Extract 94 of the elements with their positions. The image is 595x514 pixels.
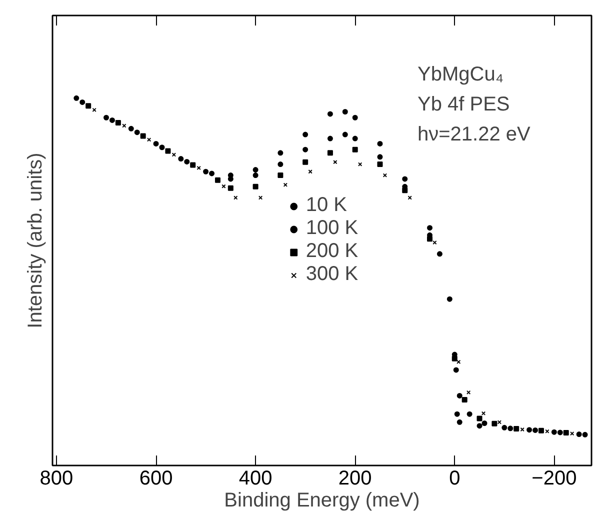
point xyxy=(576,432,582,438)
point xyxy=(582,432,588,438)
point xyxy=(342,109,348,114)
point xyxy=(427,225,432,231)
y-axis-title: Intensity (arb. units) xyxy=(24,152,46,328)
point xyxy=(408,196,412,200)
point xyxy=(492,420,498,426)
point xyxy=(252,184,258,190)
x-tick-label: 0 xyxy=(449,468,460,490)
point xyxy=(234,196,238,200)
point xyxy=(153,140,159,146)
point xyxy=(476,416,482,422)
point xyxy=(352,136,358,142)
x-tick-label: 600 xyxy=(139,468,173,490)
point xyxy=(196,166,201,170)
annotation: hν=21.22 eV xyxy=(418,124,532,146)
point xyxy=(551,429,557,435)
point xyxy=(190,162,196,168)
x-tick-label: 200 xyxy=(338,468,372,490)
legend-label: 100 K xyxy=(306,217,358,240)
x-tick-label: 400 xyxy=(238,468,272,490)
point xyxy=(302,159,308,165)
point xyxy=(222,184,226,188)
point xyxy=(278,172,284,178)
point xyxy=(104,114,109,120)
annotation: Yb 4f PES xyxy=(418,94,510,116)
point xyxy=(146,138,152,142)
point xyxy=(214,177,220,183)
x-tick-label: −200 xyxy=(532,468,577,490)
legend-label: 200 K xyxy=(306,240,358,263)
point xyxy=(327,136,333,142)
point xyxy=(203,168,209,174)
legend-label: 10 K xyxy=(306,194,348,217)
point xyxy=(446,296,452,302)
point xyxy=(466,390,471,394)
point xyxy=(327,111,333,117)
point xyxy=(178,156,184,162)
point xyxy=(436,251,442,257)
point xyxy=(252,167,258,173)
legend-label: 300 K xyxy=(306,263,358,286)
point xyxy=(476,423,482,429)
point xyxy=(302,146,308,152)
point xyxy=(278,162,284,168)
point xyxy=(508,426,514,432)
point xyxy=(342,132,348,138)
point xyxy=(514,426,520,432)
point xyxy=(74,95,80,101)
point xyxy=(526,427,532,433)
point xyxy=(532,427,538,433)
point xyxy=(462,396,468,402)
point xyxy=(502,424,508,430)
point xyxy=(402,188,408,194)
point xyxy=(109,117,115,123)
point xyxy=(184,158,190,164)
point xyxy=(453,367,459,373)
point xyxy=(134,130,140,136)
point xyxy=(402,176,408,182)
point xyxy=(122,124,126,128)
point xyxy=(377,154,383,160)
point xyxy=(466,411,472,417)
point xyxy=(128,126,134,132)
point xyxy=(209,170,215,176)
point xyxy=(452,356,458,362)
point xyxy=(352,114,358,120)
point xyxy=(278,150,284,156)
x-axis-title: Binding Energy (meV) xyxy=(224,490,420,512)
point xyxy=(557,430,563,436)
x-tick-label: 800 xyxy=(40,468,74,490)
point xyxy=(570,431,574,436)
point xyxy=(377,140,383,146)
point xyxy=(140,133,146,139)
point xyxy=(427,236,432,242)
point xyxy=(538,428,544,434)
point xyxy=(563,430,569,436)
point xyxy=(377,162,383,168)
point xyxy=(165,148,171,154)
point xyxy=(481,411,486,416)
point xyxy=(545,429,550,434)
point xyxy=(80,99,86,105)
point xyxy=(172,152,176,157)
point xyxy=(159,144,165,150)
point xyxy=(482,420,488,426)
point xyxy=(520,427,524,432)
point xyxy=(454,411,460,417)
point xyxy=(115,120,121,126)
point xyxy=(456,419,462,425)
annotation: YbMgCu₄ xyxy=(418,64,504,86)
point xyxy=(352,146,358,152)
point xyxy=(228,185,234,191)
point xyxy=(327,150,333,156)
point xyxy=(252,172,258,178)
point xyxy=(456,392,462,398)
point xyxy=(86,103,92,109)
point xyxy=(302,132,308,138)
